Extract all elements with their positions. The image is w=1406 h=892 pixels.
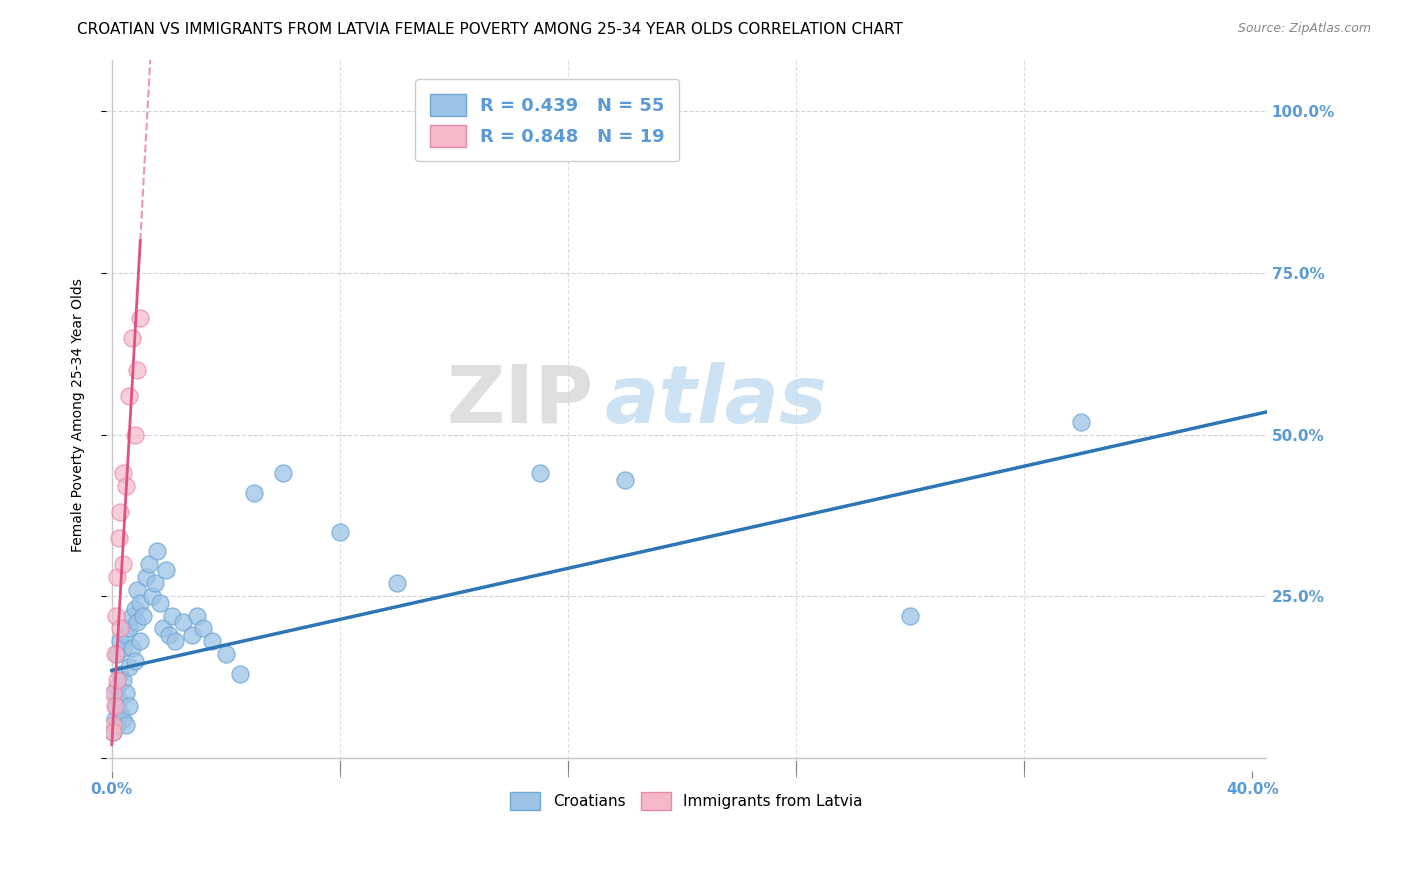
Point [614, 473, 637, 487]
Point [163, 634, 186, 648]
Point [898, 608, 921, 623]
Point [124, 427, 146, 442]
Point [191, 622, 214, 636]
Point [129, 596, 152, 610]
Point [118, 660, 141, 674]
Point [103, 725, 125, 739]
Point [121, 640, 143, 655]
Point [271, 467, 294, 481]
Point [186, 608, 208, 623]
Point [103, 686, 125, 700]
Point [104, 686, 127, 700]
Point [1070, 415, 1092, 429]
Point [121, 330, 143, 344]
Point [110, 706, 132, 720]
Y-axis label: Female Poverty Among 25-34 Year Olds: Female Poverty Among 25-34 Year Olds [72, 278, 86, 552]
Point [118, 389, 141, 403]
Point [112, 712, 135, 726]
Point [107, 648, 129, 662]
Point [149, 596, 172, 610]
Point [107, 718, 129, 732]
Point [101, 718, 124, 732]
Point [118, 622, 141, 636]
Point [200, 634, 222, 648]
Text: ZIP: ZIP [446, 362, 593, 440]
Point [110, 666, 132, 681]
Point [105, 608, 128, 623]
Text: CROATIAN VS IMMIGRANTS FROM LATVIA FEMALE POVERTY AMONG 25-34 YEAR OLDS CORRELAT: CROATIAN VS IMMIGRANTS FROM LATVIA FEMAL… [77, 22, 903, 37]
Point [107, 570, 129, 584]
Point [132, 608, 155, 623]
Legend: Croatians, Immigrants from Latvia: Croatians, Immigrants from Latvia [503, 786, 869, 816]
Point [108, 692, 131, 706]
Point [329, 524, 352, 539]
Point [160, 608, 183, 623]
Point [172, 615, 194, 629]
Point [115, 686, 138, 700]
Point [127, 363, 149, 377]
Point [104, 648, 127, 662]
Point [112, 557, 135, 571]
Point [141, 589, 163, 603]
Point [115, 479, 138, 493]
Point [529, 467, 551, 481]
Point [180, 628, 202, 642]
Point [215, 648, 238, 662]
Point [124, 602, 146, 616]
Point [105, 699, 128, 714]
Point [115, 628, 138, 642]
Point [110, 622, 132, 636]
Text: atlas: atlas [605, 362, 828, 440]
Point [143, 576, 166, 591]
Point [129, 311, 152, 326]
Point [229, 666, 252, 681]
Text: Source: ZipAtlas.com: Source: ZipAtlas.com [1237, 22, 1371, 36]
Point [127, 615, 149, 629]
Point [135, 570, 157, 584]
Point [157, 628, 180, 642]
Point [107, 680, 129, 694]
Point [385, 576, 408, 591]
Point [118, 699, 141, 714]
Point [112, 467, 135, 481]
Point [107, 673, 129, 688]
Point [152, 622, 174, 636]
Point [110, 505, 132, 519]
Point [104, 699, 127, 714]
Point [146, 544, 169, 558]
Point [124, 654, 146, 668]
Point [108, 531, 131, 545]
Point [138, 557, 160, 571]
Point [104, 712, 127, 726]
Point [112, 673, 135, 688]
Point [103, 725, 125, 739]
Point [121, 608, 143, 623]
Point [155, 563, 177, 577]
Point [110, 634, 132, 648]
Point [127, 582, 149, 597]
Point [243, 485, 266, 500]
Point [129, 634, 152, 648]
Point [115, 718, 138, 732]
Point [112, 640, 135, 655]
